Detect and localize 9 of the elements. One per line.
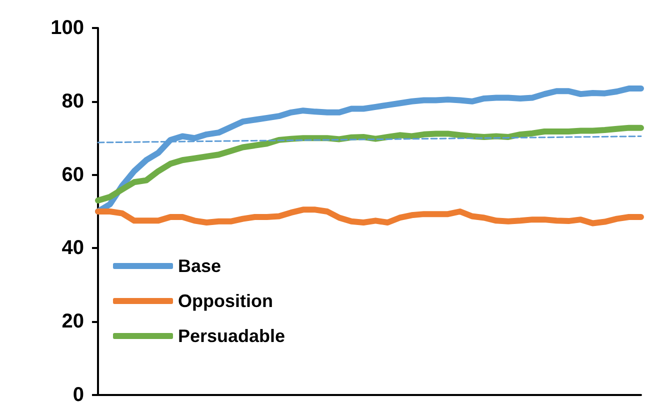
legend-label: Persuadable: [178, 326, 286, 346]
y-tick-label: 40: [62, 237, 84, 260]
y-tick-label: 0: [72, 384, 84, 406]
y-tick-label: 60: [62, 164, 84, 186]
y-tick-label: 20: [62, 310, 84, 333]
y-tick-label: 100: [50, 17, 84, 39]
legend-label: Opposition: [178, 291, 273, 311]
legend-label: Base: [178, 256, 222, 276]
y-tick-label: 80: [62, 90, 84, 112]
